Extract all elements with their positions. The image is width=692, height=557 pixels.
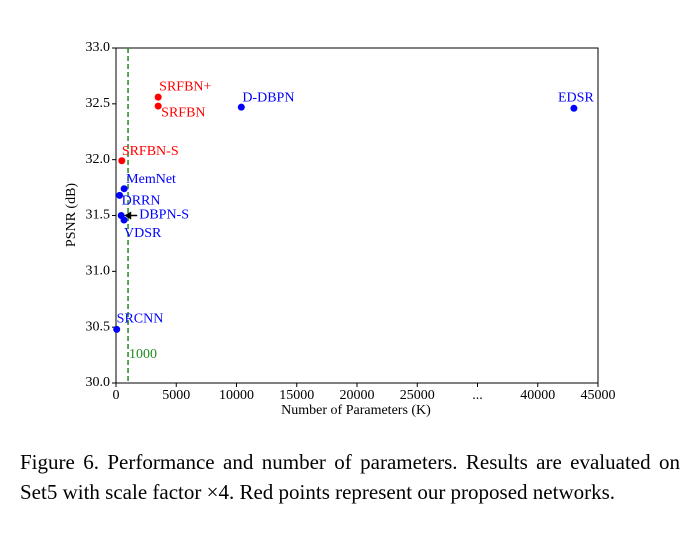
- y-tick-label: 32.5: [86, 96, 111, 111]
- arrow-head: [124, 211, 132, 220]
- x-tick-label: 25000: [400, 388, 435, 403]
- x-tick-label: 45000: [581, 388, 616, 403]
- x-axis-label: Number of Parameters (K): [281, 403, 431, 418]
- x-tick-label: 20000: [340, 388, 375, 403]
- caption: Figure 6. Performance and number of para…: [20, 450, 680, 504]
- y-tick-label: 33.0: [86, 40, 111, 55]
- point: [120, 216, 128, 224]
- point-label: DRRN: [122, 194, 161, 209]
- point: [154, 93, 162, 101]
- point: [154, 102, 162, 110]
- point-label: SRFBN+: [159, 79, 211, 94]
- point: [237, 103, 245, 111]
- point: [120, 185, 128, 193]
- x-tick-label: ...: [472, 388, 483, 403]
- x-tick-label: 15000: [279, 388, 314, 403]
- point-label: D-DBPN: [242, 90, 294, 105]
- y-tick-label: 32.0: [86, 152, 111, 167]
- point: [116, 191, 124, 199]
- point-label: SRFBN: [161, 105, 205, 120]
- x-tick-label: 40000: [520, 388, 555, 403]
- point-label: DBPN-S: [139, 208, 189, 223]
- chart: Number of Parameters (K) PSNR (dB) 30.0 3…: [64, 40, 616, 418]
- x-tick-label: 10000: [219, 388, 254, 403]
- point: [570, 104, 578, 112]
- y-tick-label: 30.0: [86, 375, 111, 390]
- point-label: SRFBN-S: [122, 144, 179, 159]
- point-label: SRCNN: [117, 312, 164, 327]
- y-tick-label: 31.0: [86, 264, 111, 279]
- x-tick-label: 5000: [162, 388, 190, 403]
- y-axis-label: PSNR (dB): [64, 183, 79, 248]
- y-tick-label: 31.5: [86, 208, 111, 223]
- point-label: EDSR: [558, 91, 594, 106]
- point: [118, 157, 126, 165]
- point-label: VDSR: [124, 226, 162, 241]
- y-tick-label: 30.5: [86, 319, 111, 334]
- point: [113, 325, 121, 333]
- x-tick-label: 0: [113, 388, 120, 403]
- point-label: MemNet: [126, 172, 176, 187]
- reference-line-label: 1000: [129, 347, 157, 362]
